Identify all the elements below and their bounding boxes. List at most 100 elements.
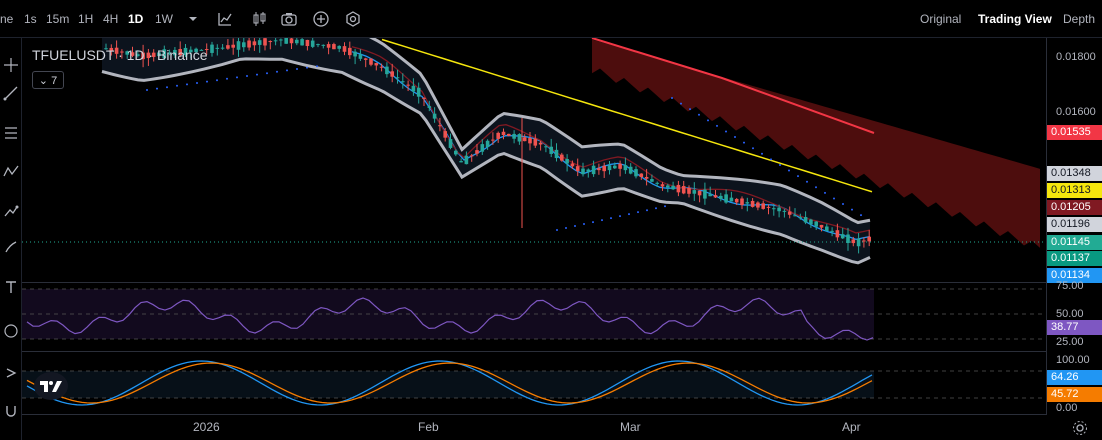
indicator-lines	[22, 38, 1046, 265]
timeframe-1h[interactable]: 1H	[78, 12, 94, 26]
time-axis[interactable]	[22, 414, 1046, 440]
indicator-count: 7	[51, 75, 58, 87]
timeframe-15m[interactable]: 15m	[46, 12, 70, 26]
camera-icon[interactable]	[280, 10, 298, 28]
candle-body	[496, 132, 500, 139]
measure-icon[interactable]	[2, 322, 20, 340]
candle-body	[109, 47, 114, 52]
candle-body	[215, 47, 220, 49]
psar-dot	[860, 214, 862, 217]
candle-body	[369, 58, 373, 65]
candles-icon[interactable]	[250, 10, 268, 28]
psar-dot	[206, 80, 208, 83]
chevron-down-icon[interactable]	[184, 10, 202, 28]
candlesticks	[104, 38, 871, 254]
crosshair-icon[interactable]	[2, 56, 20, 74]
candle-body	[666, 185, 670, 188]
timeframe-4h[interactable]: 4H	[103, 12, 119, 26]
candle-body	[581, 168, 585, 175]
candle-body	[332, 44, 336, 50]
candle-body	[491, 139, 495, 141]
candle-body	[194, 48, 198, 53]
psar-dot	[574, 225, 576, 228]
rsi-line	[26, 297, 874, 341]
candle-body	[544, 146, 548, 148]
bollinger-fill	[102, 38, 870, 263]
view-original[interactable]: Original	[920, 12, 962, 26]
candle-body	[157, 52, 161, 57]
psar-dot	[716, 124, 718, 127]
candle-body	[162, 49, 167, 59]
candle-body	[173, 49, 177, 56]
candle-body	[406, 84, 410, 86]
candle-body	[469, 155, 474, 157]
candle-body	[125, 51, 129, 55]
price-label-ichimoku: 0.01205	[1047, 200, 1102, 215]
candle-body	[268, 41, 273, 43]
candle-body	[528, 138, 532, 144]
psar-dot	[156, 87, 158, 90]
brush-icon[interactable]	[2, 238, 20, 256]
candle-body	[316, 44, 320, 46]
drawing-toolbar	[0, 38, 22, 440]
stoch-d-label: 45.72	[1047, 387, 1102, 402]
timeframe-1s[interactable]: 1s	[24, 12, 37, 26]
trend-line-icon[interactable]	[2, 84, 20, 102]
gear-icon[interactable]	[1072, 420, 1088, 436]
collapse-indicators-button[interactable]: ⌄ 7	[32, 71, 64, 89]
candle-body	[189, 49, 193, 53]
psar-dot	[236, 76, 238, 79]
fib-icon[interactable]	[2, 124, 20, 142]
candle-body	[692, 190, 697, 194]
candle-body	[231, 44, 235, 48]
settings-hex-icon[interactable]	[344, 10, 362, 28]
prediction-icon[interactable]	[2, 202, 20, 220]
view-depth[interactable]: Depth	[1063, 12, 1096, 26]
candle-body	[814, 221, 818, 227]
psar-dot	[306, 66, 308, 69]
candle-body	[644, 176, 649, 179]
candle-body	[628, 166, 633, 174]
timeframe-1d[interactable]: 1D	[128, 12, 144, 26]
candle-body	[734, 198, 739, 203]
timeframe-1w[interactable]: 1W	[155, 12, 173, 26]
psar-dot	[146, 89, 148, 91]
candle-body	[772, 208, 776, 210]
psar-dot	[196, 82, 198, 84]
tradingview-logo[interactable]	[34, 372, 68, 400]
view-trading-view[interactable]: Trading View	[978, 12, 1052, 26]
top-toolbar: ne 1s 15m 1H 4H 1D 1W Original Trading V…	[0, 0, 1102, 38]
psar-dot	[565, 227, 567, 230]
indicators-icon[interactable]	[216, 10, 234, 28]
psar-dot	[707, 119, 709, 122]
psar-dot	[680, 102, 682, 105]
pane-separator[interactable]	[22, 351, 1046, 352]
time-label-apr: Apr	[842, 420, 861, 434]
pane-separator[interactable]	[22, 282, 1046, 283]
candle-body	[480, 144, 485, 152]
candle-body	[263, 38, 267, 46]
psar-dot	[166, 86, 168, 89]
magnet-icon[interactable]	[2, 402, 20, 420]
candle-body	[570, 163, 575, 167]
zoom-icon[interactable]	[2, 364, 20, 382]
psar-dot	[266, 72, 268, 75]
psar-dot	[698, 113, 700, 116]
stoch-tick: 0.00	[1056, 402, 1078, 414]
time-label-2026: 2026	[193, 420, 220, 434]
candle-body	[342, 46, 347, 52]
pattern-icon[interactable]	[2, 162, 20, 180]
timeframe-partial[interactable]: ne	[0, 12, 14, 26]
candle-body	[178, 49, 182, 56]
price-label-ma-long: 0.01535	[1047, 125, 1102, 140]
psar-dot	[770, 158, 772, 161]
price-axis[interactable]	[1046, 38, 1102, 415]
text-icon[interactable]	[2, 278, 20, 296]
candle-body	[607, 165, 612, 171]
psar-dot	[216, 79, 218, 82]
candle-body	[390, 71, 394, 77]
plus-circle-icon[interactable]	[312, 10, 330, 28]
price-chart[interactable]	[22, 38, 1046, 414]
stoch-k-line	[26, 360, 873, 406]
candle-body	[432, 113, 437, 119]
